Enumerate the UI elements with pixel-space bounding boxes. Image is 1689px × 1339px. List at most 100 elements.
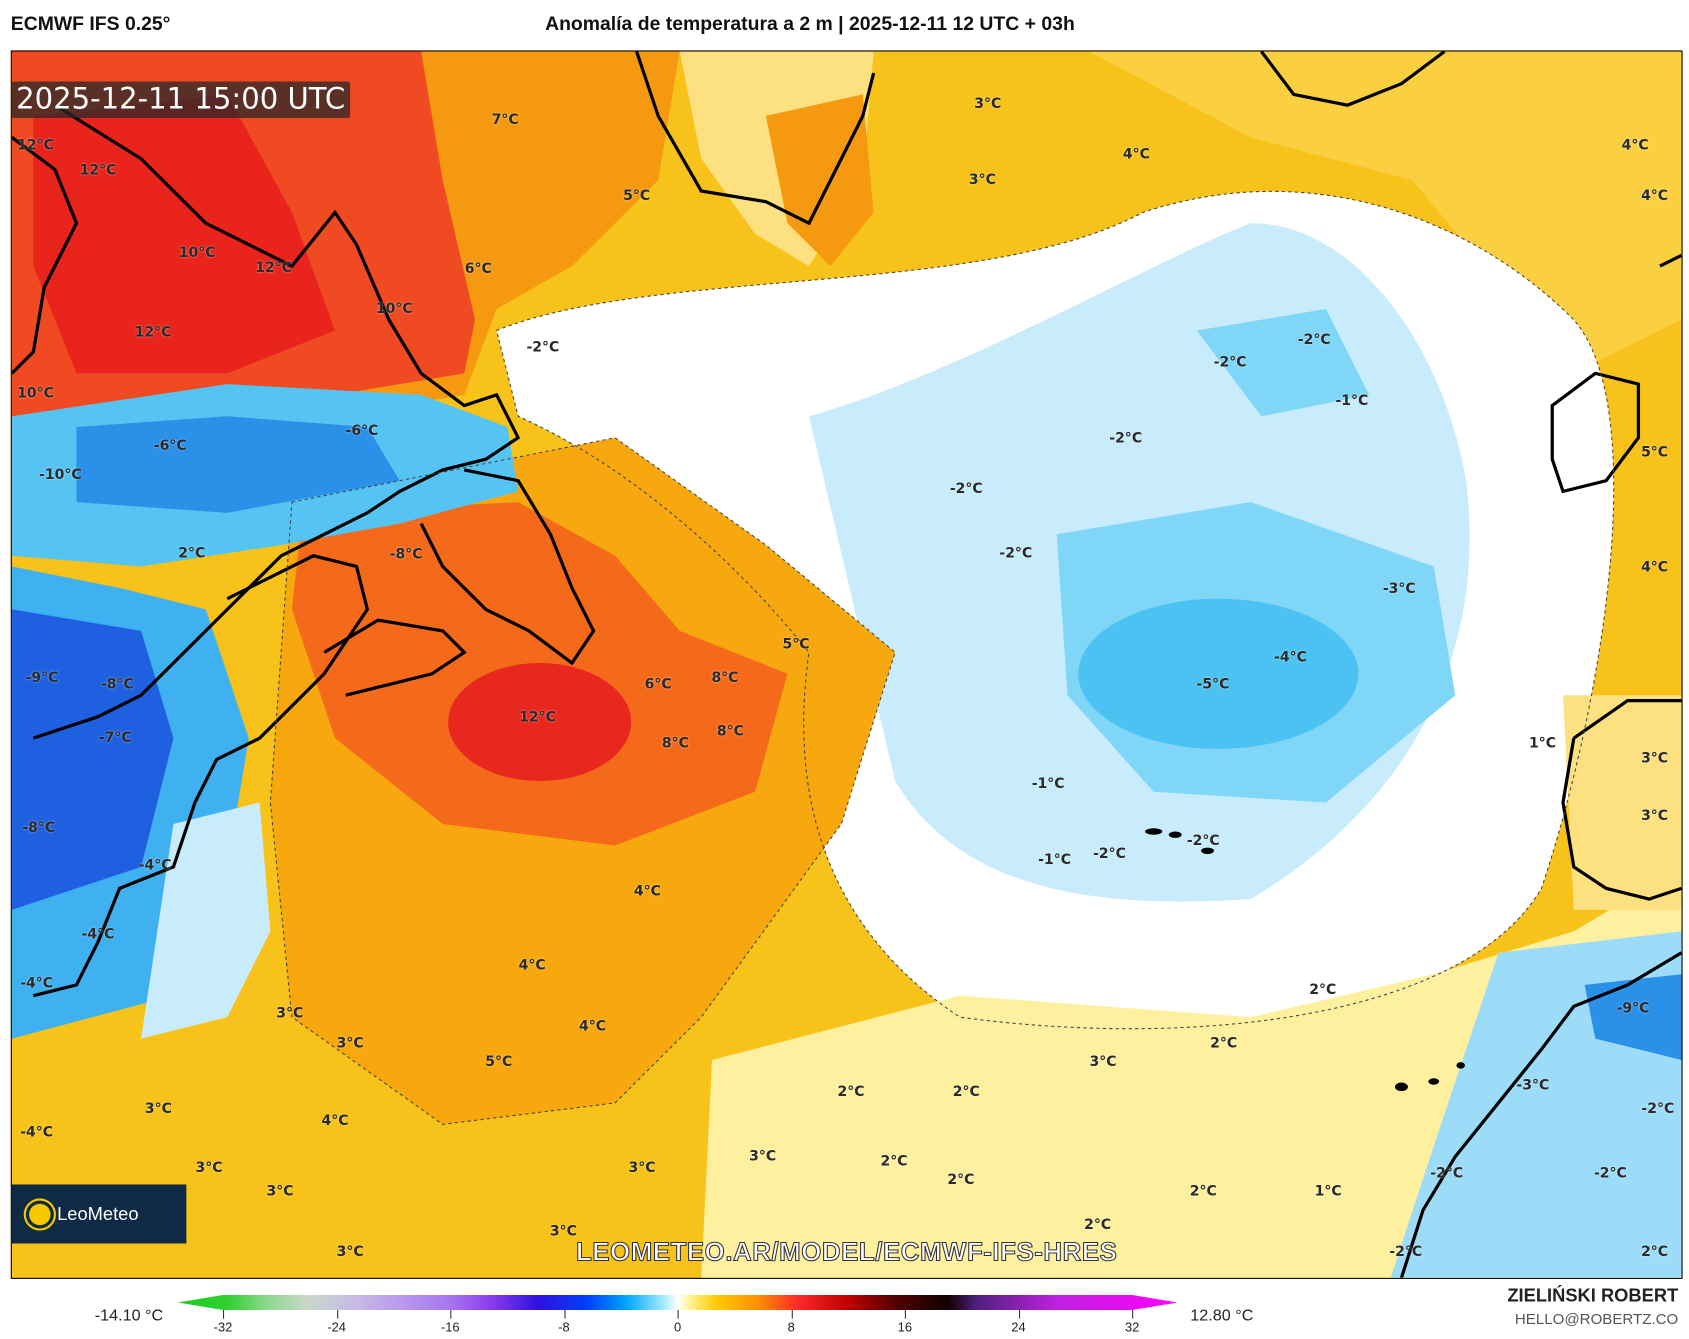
colorbar-tick-label: 8 (787, 1319, 795, 1335)
temperature-label: 5°C (485, 1054, 513, 1071)
temperature-label: 4°C (1621, 137, 1649, 154)
temperature-label: 4°C (1641, 559, 1669, 576)
temperature-label: 7°C (491, 112, 519, 129)
temperature-label: 3°C (336, 1244, 364, 1261)
temperature-label: 3°C (276, 1005, 304, 1022)
temperature-label: 3°C (1641, 808, 1669, 825)
temperature-label: -2°C (526, 339, 560, 356)
leometeo-logo[interactable]: LeoMeteo (11, 1184, 187, 1244)
temperature-label: 4°C (1122, 146, 1150, 163)
temperature-label: -1°C (1038, 852, 1071, 869)
temperature-label: -4°C (138, 857, 172, 874)
temperature-label: 2°C (1189, 1183, 1217, 1201)
colorbar-tick (677, 1310, 679, 1319)
temperature-label: 4°C (321, 1113, 349, 1130)
temperature-label: 5°C (623, 188, 651, 205)
temperature-label: 2°C (1641, 1244, 1669, 1261)
colorbar-tick (450, 1310, 452, 1319)
colorbar-tick (1018, 1310, 1020, 1319)
temperature-label: -1°C (1031, 776, 1065, 793)
temperature-label: 5°C (782, 636, 810, 653)
temperature-label: 2°C (1210, 1035, 1238, 1052)
temperature-label: -10°C (39, 467, 82, 484)
colorbar-tick (336, 1310, 338, 1319)
temperature-label: 3°C (266, 1183, 294, 1201)
temperature-label: -8°C (22, 820, 56, 837)
temperature-label: -8°C (100, 676, 134, 693)
colorbar-tick-label: 16 (897, 1319, 913, 1335)
temperature-label: -2°C (1093, 845, 1126, 863)
temperature-label: -2°C (1109, 430, 1143, 447)
temperature-label: 8°C (711, 670, 739, 687)
temperature-label: -3°C (1382, 580, 1416, 598)
temperature-label: 8°C (661, 735, 689, 752)
anomaly-field (11, 51, 1682, 1278)
temperature-label: -2°C (1430, 1165, 1464, 1182)
temperature-label: 2°C (1084, 1217, 1112, 1234)
valid-time-badge: 2025-12-11 15:00 UTC (11, 81, 351, 119)
logo-text: LeoMeteo (57, 1203, 139, 1224)
coastlines (11, 51, 1682, 1278)
temperature-label: -9°C (25, 670, 59, 687)
author-email[interactable]: HELLO@ROBERTZ.CO (1514, 1310, 1679, 1328)
temperature-label: 3°C (549, 1223, 577, 1240)
colorbar-tick-label: -16 (440, 1319, 460, 1335)
temperature-label: 10°C (17, 385, 54, 402)
red-core-labrador (33, 94, 336, 374)
chart-title: Anomalía de temperatura a 2 m | 2025-12-… (545, 12, 1075, 35)
temperature-label: 3°C (336, 1035, 364, 1052)
temperature-label: 12°C (255, 260, 292, 277)
temperature-label: 2°C (947, 1172, 975, 1189)
temperature-label: 4°C (633, 883, 661, 900)
temperature-label: 6°C (464, 261, 492, 278)
temperature-anomaly-map[interactable]: 12°C 12°C 10°C 12°C 12°C 10°C 10°C -6°C -6°C -10°… (10, 50, 1683, 1279)
temperature-label: 12°C (519, 709, 556, 726)
temperature-label: -7°C (98, 730, 132, 747)
temperature-label: 2°C (880, 1153, 908, 1170)
temperature-label: -2°C (1297, 332, 1331, 349)
colorbar-tick-label: 0 (673, 1319, 682, 1335)
colorbar-tick (1132, 1310, 1134, 1319)
temperature-label: 5°C (1641, 444, 1669, 461)
colorbar-tick (904, 1310, 906, 1319)
colorbar-tick-label: -8 (558, 1319, 570, 1335)
temperature-label: -2°C (1389, 1244, 1423, 1261)
temperature-label: 10°C (375, 300, 413, 318)
temperature-label: 2°C (1309, 982, 1337, 999)
temperature-label: 1°C (1529, 735, 1557, 752)
deepblue-zone-us (11, 609, 174, 910)
lightblue-zone-gulf (141, 802, 271, 1039)
temperature-label: -1°C (1335, 393, 1369, 410)
temperature-label: 3°C (1641, 750, 1669, 767)
temperature-label: -2°C (1186, 833, 1220, 850)
temperature-label: 4°C (1641, 188, 1669, 205)
temperature-label: 12°C (79, 162, 117, 179)
colorbar (177, 1294, 1178, 1311)
temperature-label: 3°C (628, 1160, 656, 1177)
watermark-url: LEOMETEO.AR/MODEL/ECMWF-IFS-HRES (575, 1238, 1118, 1268)
colorbar-min-label: -14.10 °C (94, 1306, 164, 1326)
temperature-label: 12°C (134, 324, 172, 341)
temperature-label: 8°C (716, 723, 744, 740)
temperature-label: 3°C (749, 1148, 777, 1165)
blue-core (1078, 598, 1359, 749)
temperature-label: -2°C (1213, 354, 1247, 371)
temperature-label: -6°C (345, 423, 379, 440)
temperature-label: -2°C (999, 545, 1033, 562)
colorbar-tick-label: -32 (213, 1319, 233, 1335)
temperature-label: -4°C (1274, 649, 1307, 666)
temperature-label: -4°C (81, 926, 115, 943)
temperature-label: -2°C (949, 481, 983, 498)
temperature-label: -5°C (1196, 676, 1230, 693)
temperature-label: 3°C (974, 96, 1002, 113)
deepblue-zone-atlas (1584, 974, 1682, 1061)
temperature-label: -4°C (20, 1124, 54, 1142)
colorbar-tick-label: 24 (1011, 1319, 1026, 1335)
iberia-zone (1563, 695, 1682, 910)
temperature-label: 2°C (952, 1084, 980, 1101)
temperature-label: 3°C (195, 1160, 223, 1177)
blue-patch-north (1196, 308, 1370, 417)
temperature-label: -3°C (1516, 1077, 1550, 1094)
temperature-label: 10°C (178, 245, 216, 262)
temperature-label: -8°C (389, 546, 423, 563)
